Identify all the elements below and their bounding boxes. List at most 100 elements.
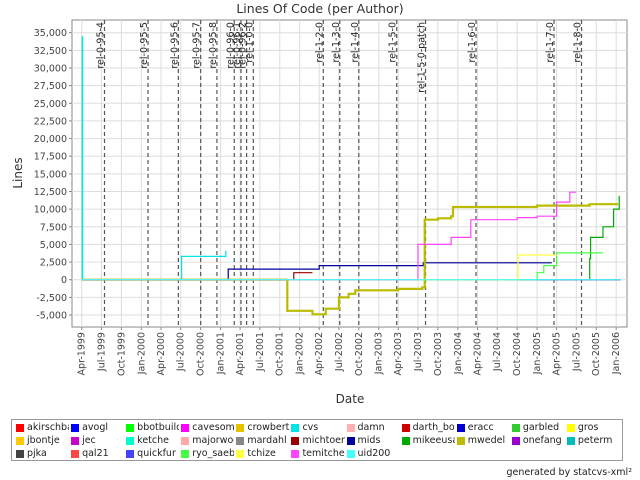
x-tick-label: Jul-2001 [255,332,266,372]
legend-label: damn [357,422,385,433]
y-tick-label: 7,500 [40,222,67,233]
axes: -5,000 -2,500 0 2,500 5,000 7,500 10,000 12,500… [34,28,622,376]
x-tick-label: Apr-2005 [552,332,563,375]
y-tick-label: 15,000 [34,169,67,180]
legend-swatch [566,423,575,432]
release-marker-label: rel-1-3-0 [331,22,342,63]
legend-swatch [16,436,24,445]
legend-swatch [291,436,300,445]
legend-label: mikeeusa [412,435,455,446]
legend-item-cvs: cvs [289,421,344,434]
x-tick-label: Oct-2002 [354,332,365,376]
legend-item-jec: jec [69,434,124,447]
y-tick-label: 17,500 [34,152,67,163]
legend-item-ryo_saeba: ryo_saeba [179,447,234,460]
legend-swatch [181,423,190,432]
x-tick-label: Jan-2002 [295,332,306,375]
x-tick-label: Jan-2000 [136,332,147,375]
y-tick-label: 10,000 [34,205,67,216]
legend-swatch [236,423,245,432]
y-tick-label: 5,000 [40,240,67,251]
x-tick-label: Apr-2000 [156,332,167,375]
legend-label: peterm [577,435,613,446]
legend-swatch [71,449,80,458]
legend-item-eracc: eracc [455,421,510,434]
legend-swatch [71,436,80,445]
legend-item-avogl: avogl [69,421,124,434]
y-tick-label: 27,500 [34,81,67,92]
x-tick-label: Jul-2005 [571,332,582,372]
legend-swatch [456,423,465,432]
release-marker-label: rel-0-95-8 [208,22,219,69]
legend-label: eracc [467,422,494,433]
y-tick-label: 12,500 [34,187,67,198]
series-line-mwedel [81,203,619,316]
legend-item-darth_bob: darth_bob [400,421,455,434]
x-tick-label: Oct-1999 [116,332,127,376]
legend-label: pjka [27,448,47,459]
legend-swatch [456,436,465,445]
legend-label: michtoen [302,435,345,446]
legend-label: qal21 [82,448,109,459]
legend-label: gros [577,422,599,433]
legend-item-jbontje: jbontje [14,434,69,447]
x-tick-label: Jan-2003 [374,332,385,375]
x-tick-label: Jul-2000 [176,332,187,372]
x-tick-label: Jan-2001 [216,332,227,375]
release-marker-label: rel-0-95-5 [139,22,150,69]
legend-swatch [346,436,355,445]
legend-label: mwedel [467,435,506,446]
legend-label: avogl [82,422,109,433]
x-tick-label: Oct-2003 [433,332,444,376]
legend-swatch [126,449,135,458]
legend-swatch [236,449,245,458]
x-tick-label: Jan-2004 [453,332,464,375]
legend-item-pjka: pjka [14,447,69,460]
y-tick-label: 30,000 [34,63,67,74]
release-marker-label: rel-1-4-0 [350,22,361,63]
legend-item-garbled: garbled [510,421,565,434]
release-marker-label: rel-1-0-0 [244,22,255,63]
legend-swatch [291,449,300,458]
legend-swatch [126,423,135,432]
x-axis-title: Date [336,392,365,406]
x-tick-label: Oct-2001 [275,332,286,376]
y-tick-label: 0 [61,275,67,286]
legend-item-cavesomething: cavesomething [179,421,234,434]
y-tick-label: 25,000 [34,99,67,110]
legend-item-ketche: ketche [124,434,179,447]
legend-label: onefang [522,435,562,446]
legend-item-uid200: uid200 [345,447,400,460]
legend-label: majorwoo [192,435,234,446]
legend-label: garbled [522,422,560,433]
legend-label: jec [82,435,96,446]
legend-label: mardahl [247,435,287,446]
legend-item-qal21: qal21 [69,447,124,460]
legend-swatch [511,436,520,445]
release-marker-label: rel-1-5-0 [388,22,399,63]
legend-item-mwedel: mwedel [455,434,510,447]
x-tick-label: Apr-1999 [77,332,88,375]
legend-label: uid200 [357,448,391,459]
release-marker-label: rel-0-96-0 [225,22,236,69]
release-marker-label: rel-0-95-6 [169,22,180,69]
x-tick-label: Apr-2004 [473,332,484,375]
x-tick-label: Jul-2002 [334,332,345,372]
release-marker-label: rel-1-7-0 [545,22,556,63]
legend-item-quickfur: quickfur [124,447,179,460]
y-axis-title: Lines [11,157,25,188]
release-marker-label: rel-1-6-0 [467,22,478,63]
x-tick-label: Apr-2001 [235,332,246,375]
release-marker-label: rel-1-2-0 [314,22,325,63]
release-marker-label: rel-1-5-0-patch [417,22,428,93]
chart-title: Lines Of Code (per Author) [236,1,403,16]
legend-label: tchize [247,448,276,459]
grid [72,20,627,327]
legend-item-peterm: peterm [565,434,620,447]
legend-item-crowbert: crowbert [234,421,289,434]
generated-by-footer: generated by statcvs-xml² [506,467,632,478]
legend-swatch [401,436,410,445]
legend-item-mardahl: mardahl [234,434,289,447]
x-tick-label: Jan-2006 [611,332,622,375]
